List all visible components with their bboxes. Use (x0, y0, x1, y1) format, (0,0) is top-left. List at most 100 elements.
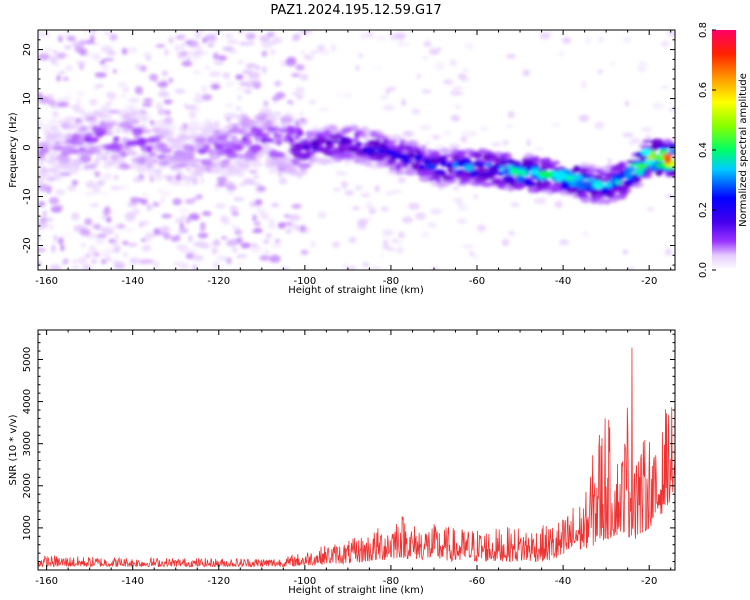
heatmap-cell (253, 84, 261, 89)
heatmap-cell (274, 239, 281, 243)
heatmap-cell (473, 160, 483, 166)
heatmap-cell (355, 141, 363, 147)
heatmap-cell (101, 259, 106, 264)
heatmap-cell (473, 194, 478, 200)
heatmap-cell (195, 107, 202, 113)
heatmap-cell (127, 46, 138, 54)
heatmap-cell (397, 231, 405, 239)
heatmap-cell (280, 59, 286, 67)
heatmap-cell (369, 266, 382, 270)
heatmap-cell (177, 134, 189, 140)
heatmap-cell (130, 197, 140, 204)
heatmap-cell (263, 100, 269, 107)
heatmap-cell (183, 123, 188, 130)
heatmap-cell (58, 237, 64, 245)
heatmap-cell (216, 134, 228, 141)
x-tick-label: -20 (641, 576, 657, 587)
heatmap-cell (597, 69, 604, 74)
heatmap-cell (38, 147, 50, 154)
heatmap-cell (464, 42, 475, 50)
heatmap-cell (174, 88, 186, 94)
heatmap-cell (215, 183, 227, 187)
heatmap-cell (160, 129, 169, 137)
heatmap-cell (425, 163, 437, 171)
heatmap-cell (270, 40, 278, 45)
heatmap-cell (180, 128, 188, 134)
heatmap-cell (213, 239, 221, 247)
heatmap-cell (509, 167, 519, 173)
heatmap-cell (157, 108, 165, 116)
heatmap-cell (192, 264, 197, 270)
heatmap-cell (561, 37, 572, 44)
heatmap-cell (479, 126, 489, 132)
heatmap-cell (273, 131, 279, 139)
y-tick-label: 20 (22, 43, 33, 56)
heatmap-cell (469, 251, 475, 256)
heatmap-cell (155, 102, 163, 110)
heatmap-cell (163, 99, 173, 105)
heatmap-cell (663, 252, 675, 256)
heatmap-cell (188, 213, 200, 220)
heatmap-cell (140, 123, 147, 127)
heatmap-cell (120, 184, 129, 190)
heatmap-cell (421, 89, 432, 94)
heatmap-cell (226, 192, 235, 196)
heatmap-cell (366, 31, 374, 38)
heatmap-cell (84, 165, 91, 169)
heatmap-cell (230, 144, 244, 149)
heatmap-cell (239, 182, 246, 187)
heatmap-cell (502, 175, 514, 183)
heatmap-cell (268, 218, 275, 226)
x-tick-label: -160 (35, 276, 58, 287)
y-tick-label: 2000 (22, 473, 33, 498)
heatmap-cell (54, 131, 61, 136)
heatmap-cell (231, 225, 240, 230)
heatmap-cell (226, 257, 232, 265)
heatmap-cell (89, 203, 100, 208)
heatmap-cell (54, 172, 60, 178)
heatmap-cell (507, 110, 515, 119)
heatmap-cell (177, 208, 190, 213)
heatmap-cell (293, 33, 301, 41)
heatmap-cell (360, 192, 371, 198)
heatmap-cell (77, 257, 88, 265)
heatmap-cell (155, 44, 166, 48)
heatmap-cell (454, 169, 462, 174)
heatmap-cell (391, 238, 398, 243)
heatmap-cell (508, 230, 516, 236)
heatmap-cell (429, 48, 440, 55)
heatmap-cell (346, 265, 357, 270)
heatmap-cell (339, 152, 352, 159)
heatmap-cell (89, 98, 98, 106)
heatmap-cell (83, 135, 92, 143)
heatmap-cell (423, 158, 431, 165)
heatmap-cell (342, 94, 353, 98)
heatmap-cell (113, 174, 119, 181)
heatmap-cell (220, 215, 229, 224)
heatmap-cell (480, 181, 493, 188)
heatmap-cell (594, 121, 605, 130)
heatmap-cell (215, 203, 226, 209)
heatmap-cell (430, 208, 442, 215)
heatmap-cell (60, 233, 70, 237)
heatmap-cell (320, 158, 331, 165)
heatmap-cell (450, 90, 461, 96)
heatmap-cell (592, 181, 605, 189)
heatmap-cell (85, 254, 90, 258)
heatmap-cell (265, 119, 272, 127)
heatmap-cell (372, 138, 382, 146)
heatmap-cell (60, 156, 70, 164)
heatmap-cell (463, 164, 474, 172)
heatmap-cell (164, 49, 169, 56)
heatmap-cell (79, 228, 91, 236)
heatmap-cell (401, 98, 406, 107)
heatmap-cell (201, 211, 212, 216)
heatmap-cell (180, 51, 188, 56)
heatmap-cell (96, 180, 106, 186)
x-tick-label: -100 (293, 576, 316, 587)
heatmap-cell (59, 172, 72, 176)
heatmap-cell (397, 40, 406, 47)
heatmap-cell (272, 242, 282, 249)
heatmap-cell (119, 164, 131, 170)
heatmap-cell (146, 203, 153, 212)
